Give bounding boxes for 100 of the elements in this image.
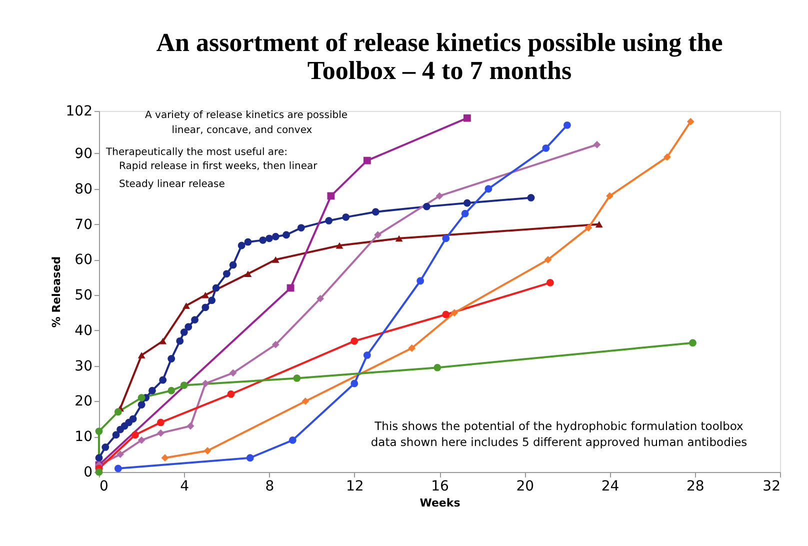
point bbox=[204, 447, 212, 454]
point bbox=[436, 192, 444, 200]
point bbox=[184, 323, 192, 331]
point bbox=[116, 450, 124, 458]
point bbox=[114, 408, 122, 416]
point bbox=[259, 236, 267, 244]
text: An assortment of release kinetics possible using the bbox=[156, 28, 723, 57]
point bbox=[395, 235, 403, 242]
y-tick-label: 10 bbox=[74, 429, 92, 446]
point bbox=[191, 316, 198, 324]
point bbox=[595, 221, 603, 228]
point bbox=[102, 444, 110, 451]
point bbox=[584, 224, 592, 232]
point bbox=[342, 213, 350, 221]
point bbox=[95, 454, 103, 462]
x-tick-label: 20 bbox=[516, 478, 534, 494]
point bbox=[363, 352, 371, 359]
point bbox=[159, 376, 167, 384]
annotation: Steady linear release bbox=[119, 179, 225, 190]
point bbox=[244, 238, 252, 246]
y-axis-title: % Released bbox=[50, 256, 63, 328]
point bbox=[229, 261, 237, 269]
point bbox=[168, 386, 176, 394]
point bbox=[159, 338, 167, 344]
point bbox=[272, 232, 280, 240]
x-tick-label: 4 bbox=[180, 478, 190, 494]
point bbox=[202, 380, 210, 388]
text: Toolbox – 4 to 7 months bbox=[307, 56, 572, 85]
point bbox=[148, 386, 156, 394]
point bbox=[434, 364, 442, 372]
y-tick-label: 90 bbox=[74, 146, 92, 162]
point bbox=[450, 309, 458, 316]
point bbox=[138, 401, 146, 408]
point bbox=[138, 394, 146, 402]
point bbox=[544, 256, 552, 264]
point bbox=[131, 431, 139, 439]
y-tick-label: 60 bbox=[74, 252, 92, 268]
point bbox=[157, 429, 164, 437]
x-tick-label: 32 bbox=[762, 478, 780, 494]
point bbox=[212, 284, 220, 292]
point bbox=[463, 199, 471, 207]
x-tick-label: 8 bbox=[265, 478, 274, 494]
point bbox=[372, 208, 380, 216]
y-tick-label: 0 bbox=[84, 464, 92, 480]
point bbox=[202, 292, 210, 298]
point bbox=[546, 278, 554, 286]
point bbox=[484, 185, 492, 193]
point bbox=[229, 369, 237, 377]
point bbox=[222, 270, 230, 278]
point bbox=[272, 256, 280, 263]
y-tick-label: 70 bbox=[74, 216, 92, 233]
point bbox=[297, 224, 305, 232]
point bbox=[138, 352, 146, 358]
point bbox=[463, 114, 471, 122]
point bbox=[112, 431, 120, 439]
point bbox=[527, 194, 535, 202]
point bbox=[180, 382, 188, 389]
point bbox=[686, 118, 694, 126]
annotation: This shows the potential of the hydrophobic formulation toolbox bbox=[374, 419, 744, 433]
x-tick-label: 0 bbox=[100, 478, 108, 494]
point bbox=[374, 231, 382, 239]
point bbox=[186, 422, 194, 430]
point bbox=[664, 153, 671, 161]
annotation: Rapid release in first weeks, then linear bbox=[119, 161, 318, 172]
point bbox=[161, 454, 169, 462]
point bbox=[606, 192, 614, 200]
y-tick-label: 50 bbox=[74, 288, 92, 304]
x-tick-label: 24 bbox=[601, 478, 620, 494]
point bbox=[246, 454, 254, 462]
point bbox=[272, 340, 280, 348]
point bbox=[336, 242, 344, 249]
point bbox=[288, 436, 296, 444]
x-tick-label: 16 bbox=[431, 478, 449, 494]
annotation: data shown here includes 5 different approved human antibodies bbox=[370, 435, 748, 449]
point bbox=[182, 302, 190, 309]
point bbox=[238, 242, 246, 250]
point bbox=[302, 398, 310, 405]
x-tick-label: 28 bbox=[686, 478, 704, 494]
annotation: A variety of release kinetics are possible bbox=[145, 110, 348, 121]
point bbox=[327, 192, 335, 200]
point bbox=[138, 436, 146, 444]
point bbox=[542, 144, 550, 152]
point bbox=[363, 156, 371, 164]
y-tick-label: 102 bbox=[66, 104, 92, 120]
point bbox=[316, 294, 324, 302]
y-tick-label: 30 bbox=[74, 358, 92, 374]
point bbox=[325, 217, 333, 224]
x-axis-title: Weeks bbox=[420, 496, 461, 510]
point bbox=[442, 234, 450, 242]
point bbox=[114, 464, 122, 472]
point bbox=[176, 337, 184, 345]
point bbox=[442, 310, 450, 318]
point bbox=[180, 328, 188, 336]
point bbox=[293, 374, 301, 382]
point bbox=[202, 304, 210, 312]
point bbox=[168, 355, 176, 362]
point bbox=[95, 428, 103, 435]
point bbox=[563, 121, 571, 129]
point bbox=[350, 380, 358, 388]
point bbox=[423, 202, 430, 210]
